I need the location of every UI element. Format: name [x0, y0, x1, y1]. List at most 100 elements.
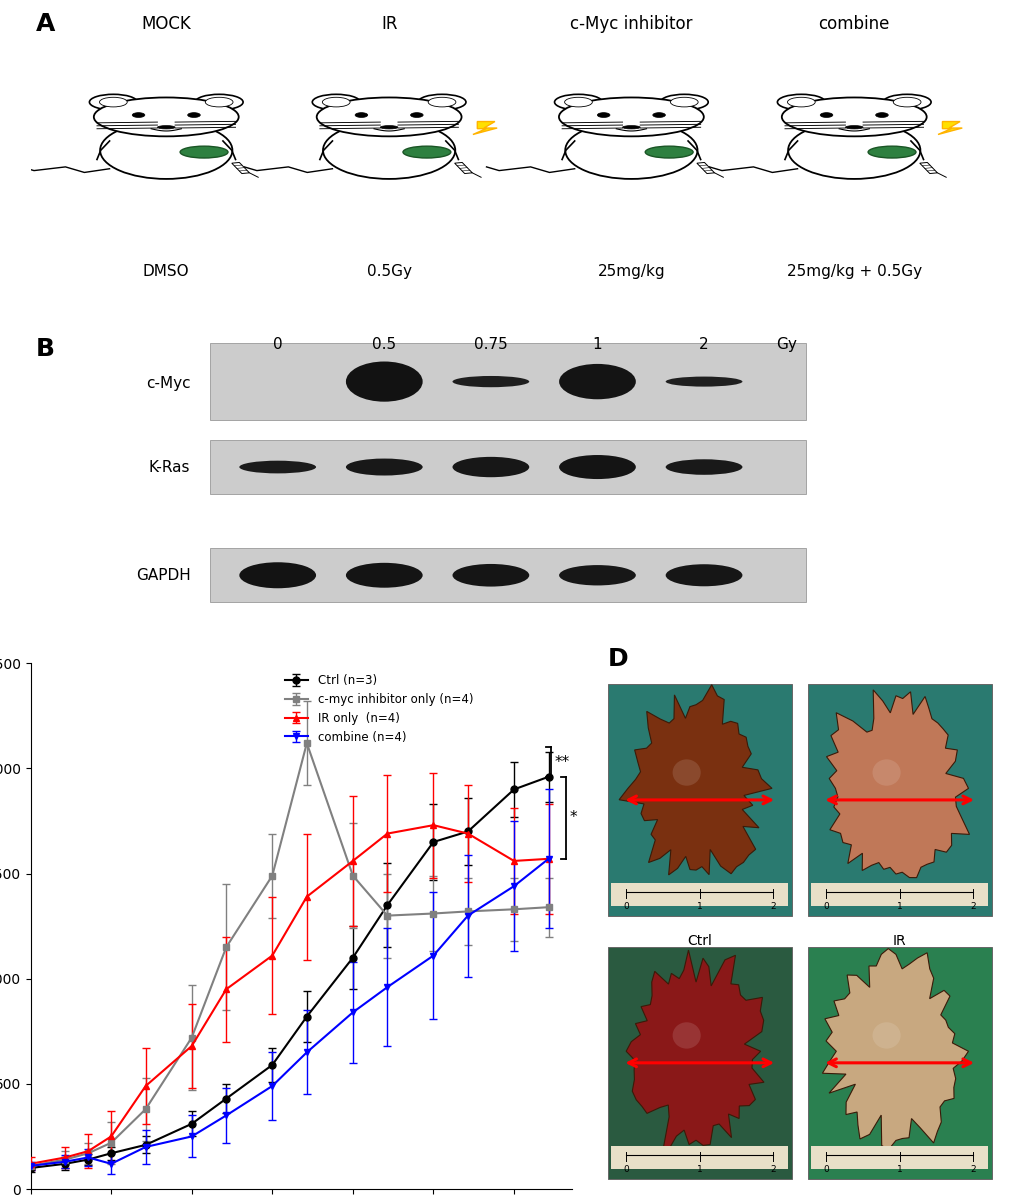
Ellipse shape — [558, 455, 635, 479]
Text: 25mg/kg + 0.5Gy: 25mg/kg + 0.5Gy — [786, 264, 921, 280]
Ellipse shape — [659, 94, 707, 110]
Ellipse shape — [239, 461, 316, 473]
Ellipse shape — [781, 98, 926, 136]
Bar — [210, 440, 805, 494]
Text: GAPDH: GAPDH — [136, 568, 191, 583]
Ellipse shape — [672, 759, 700, 786]
Text: 0: 0 — [623, 1165, 629, 1173]
Ellipse shape — [195, 94, 243, 110]
Ellipse shape — [90, 94, 138, 110]
Text: 0.5: 0.5 — [372, 337, 396, 353]
Ellipse shape — [355, 112, 368, 117]
Ellipse shape — [558, 98, 703, 136]
Text: 0.5Gy: 0.5Gy — [366, 264, 412, 280]
Text: 2: 2 — [769, 1165, 775, 1173]
Polygon shape — [696, 163, 714, 173]
Text: DMSO: DMSO — [143, 264, 190, 280]
Text: 1: 1 — [592, 337, 601, 353]
Ellipse shape — [776, 94, 824, 110]
Ellipse shape — [565, 122, 697, 179]
Ellipse shape — [345, 563, 422, 588]
Bar — [607, 685, 791, 915]
Polygon shape — [825, 690, 968, 877]
Ellipse shape — [845, 125, 862, 129]
Ellipse shape — [665, 564, 742, 587]
Ellipse shape — [323, 122, 454, 179]
Ellipse shape — [403, 146, 450, 158]
Ellipse shape — [882, 94, 930, 110]
Bar — [807, 685, 990, 915]
Ellipse shape — [871, 1022, 900, 1049]
Ellipse shape — [132, 112, 145, 117]
Ellipse shape — [316, 98, 462, 136]
Text: 1: 1 — [696, 1165, 702, 1173]
Text: 2: 2 — [969, 1165, 975, 1173]
Ellipse shape — [410, 112, 423, 117]
Text: 0: 0 — [273, 337, 282, 353]
Text: 1: 1 — [896, 902, 902, 911]
Text: 2: 2 — [769, 902, 775, 911]
Bar — [607, 948, 791, 1178]
Ellipse shape — [867, 146, 915, 158]
Ellipse shape — [565, 97, 592, 106]
Ellipse shape — [322, 97, 350, 106]
Text: c-Myc: c-Myc — [146, 375, 191, 391]
Ellipse shape — [428, 97, 455, 106]
Text: 1: 1 — [696, 902, 702, 911]
Ellipse shape — [187, 112, 200, 117]
Text: Ctrl: Ctrl — [687, 934, 711, 948]
Text: **: ** — [553, 754, 569, 770]
Polygon shape — [473, 122, 496, 135]
Text: IR: IR — [380, 14, 397, 32]
Ellipse shape — [672, 1022, 700, 1049]
Polygon shape — [919, 163, 936, 173]
Text: 0: 0 — [822, 1165, 828, 1173]
Polygon shape — [937, 122, 961, 135]
Ellipse shape — [819, 112, 833, 117]
Text: 2: 2 — [699, 337, 708, 353]
Ellipse shape — [665, 459, 742, 474]
Text: B: B — [36, 337, 54, 361]
Legend: Ctrl (n=3), c-myc inhibitor only (n=4), IR only  (n=4), combine (n=4): Ctrl (n=3), c-myc inhibitor only (n=4), … — [279, 669, 478, 748]
Text: IR: IR — [892, 934, 906, 948]
Text: combine: combine — [818, 14, 889, 32]
Ellipse shape — [645, 146, 693, 158]
Text: 2: 2 — [969, 902, 975, 911]
Text: K-Ras: K-Ras — [149, 460, 191, 474]
Text: 0: 0 — [623, 902, 629, 911]
Ellipse shape — [345, 459, 422, 476]
Ellipse shape — [380, 125, 397, 129]
Polygon shape — [821, 949, 967, 1150]
Bar — [210, 343, 805, 421]
Text: D: D — [607, 648, 628, 672]
Ellipse shape — [452, 376, 529, 387]
Ellipse shape — [554, 94, 602, 110]
Ellipse shape — [418, 94, 466, 110]
Text: 0: 0 — [822, 902, 828, 911]
Polygon shape — [231, 163, 250, 173]
Ellipse shape — [94, 98, 238, 136]
Bar — [807, 948, 990, 1178]
Text: c-Myc inhibitor: c-Myc inhibitor — [570, 14, 692, 32]
Ellipse shape — [669, 97, 697, 106]
Ellipse shape — [345, 362, 422, 402]
Ellipse shape — [558, 364, 635, 399]
Ellipse shape — [239, 563, 316, 588]
Ellipse shape — [622, 125, 640, 129]
Ellipse shape — [100, 97, 127, 106]
Text: *: * — [569, 810, 577, 826]
Bar — [210, 549, 805, 602]
Text: 25mg/kg: 25mg/kg — [597, 264, 664, 280]
Ellipse shape — [597, 112, 609, 117]
Text: MOCK: MOCK — [142, 14, 191, 32]
Ellipse shape — [452, 564, 529, 587]
Ellipse shape — [788, 122, 919, 179]
Ellipse shape — [874, 112, 888, 117]
Ellipse shape — [312, 94, 360, 110]
Ellipse shape — [893, 97, 920, 106]
Text: 1: 1 — [896, 1165, 902, 1173]
Polygon shape — [454, 163, 472, 173]
Ellipse shape — [157, 125, 175, 129]
Polygon shape — [626, 950, 763, 1164]
Polygon shape — [619, 685, 771, 875]
